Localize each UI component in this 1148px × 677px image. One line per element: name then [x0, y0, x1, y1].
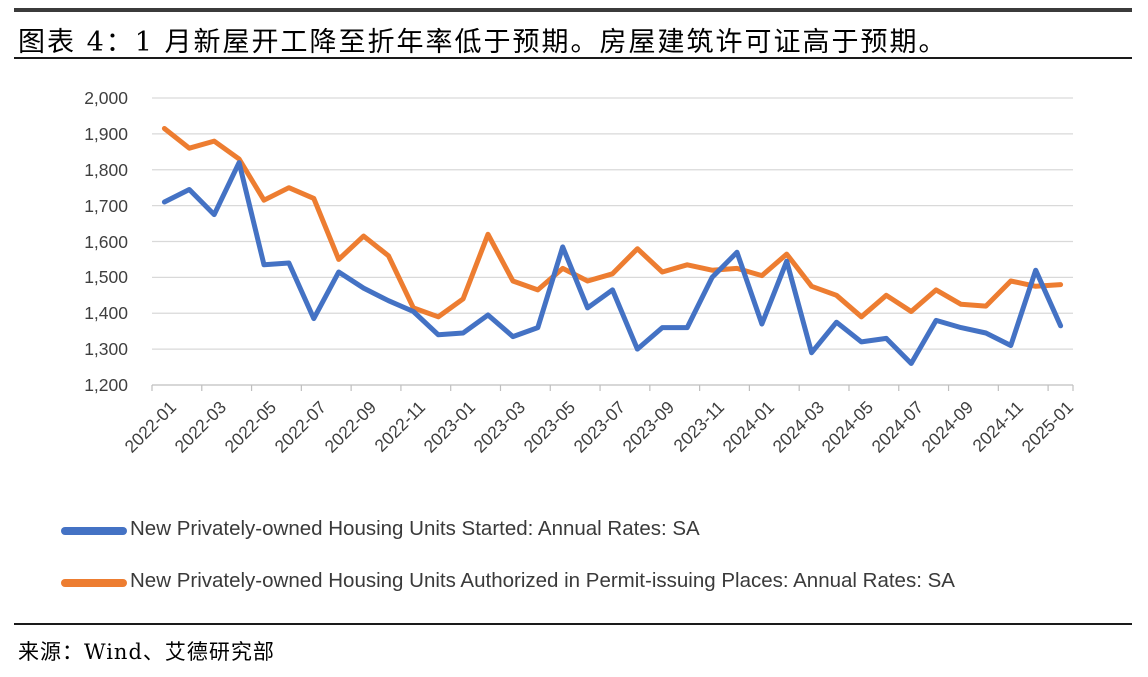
top-border-rule — [14, 8, 1132, 12]
title-divider-rule — [14, 57, 1132, 59]
y-axis-tick-label: 1,900 — [84, 123, 128, 144]
series-line-housing-permits — [161, 126, 1064, 320]
line-chart — [151, 97, 1074, 391]
y-axis-tick-label: 1,300 — [84, 339, 128, 360]
series-line-housing-starts — [161, 160, 1064, 366]
figure-title: 图表 4：1 月新屋开工降至折年率低于预期。房屋建筑许可证高于预期。 — [18, 27, 948, 58]
y-axis-tick-label: 1,500 — [84, 267, 128, 288]
y-axis-tick-label: 1,600 — [84, 231, 128, 252]
footer-divider-rule — [14, 623, 1132, 625]
source-attribution: 来源：Wind、艾德研究部 — [18, 640, 275, 664]
y-axis-tick-label: 1,700 — [84, 195, 128, 216]
y-axis-tick-label: 1,200 — [84, 375, 128, 395]
legend-swatch-housing-starts-line — [61, 527, 127, 535]
legend-label-housing-permits: New Privately-owned Housing Units Author… — [130, 569, 955, 592]
x-axis-tick-label: 2022-01 — [121, 397, 181, 457]
legend-label-housing-starts: New Privately-owned Housing Units Starte… — [130, 517, 700, 540]
y-axis-tick-label: 1,400 — [84, 303, 128, 324]
y-axis-tick-label: 1,800 — [84, 159, 128, 180]
legend-swatch-housing-permits-line — [61, 579, 127, 587]
y-axis-tick-label: 2,000 — [84, 88, 128, 108]
